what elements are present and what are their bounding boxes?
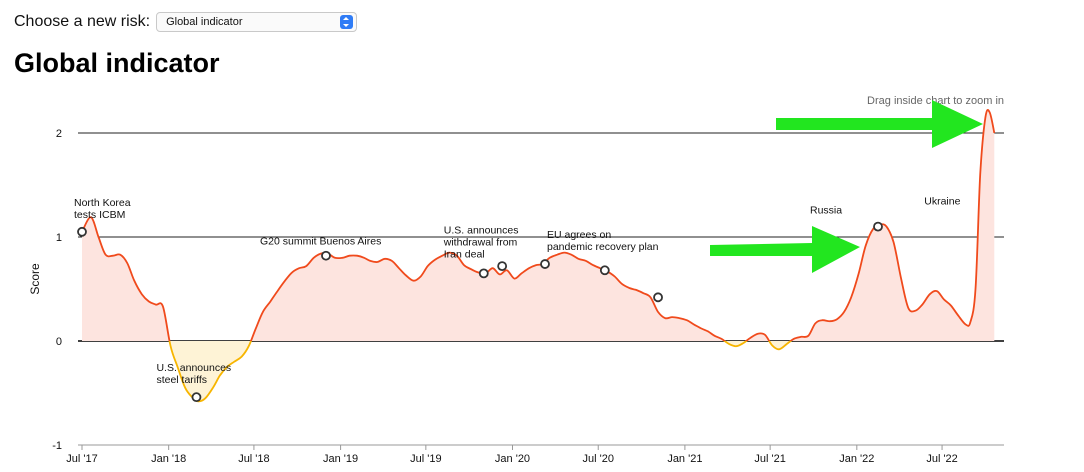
y-axis-label: Score xyxy=(28,263,42,295)
highlight-arrows xyxy=(710,100,983,273)
risk-select-value: Global indicator xyxy=(166,16,243,28)
annotation-label: Ukraine xyxy=(924,196,960,208)
annotation-label: Iran deal xyxy=(444,248,485,260)
annotation-label: EU agrees on xyxy=(547,229,611,241)
y-tick-label: 1 xyxy=(56,232,62,244)
area-fills xyxy=(82,109,995,402)
x-tick-label: Jul '19 xyxy=(410,453,441,465)
annotation-label: U.S. announces xyxy=(444,224,519,236)
x-tick-label: Jan '18 xyxy=(151,453,186,465)
x-tick-label: Jan '19 xyxy=(323,453,358,465)
event-markers[interactable] xyxy=(77,221,883,403)
series-line-negative xyxy=(168,341,793,403)
event-marker[interactable] xyxy=(191,392,202,403)
x-tick-label: Jan '21 xyxy=(667,453,702,465)
negative-area xyxy=(82,341,995,402)
annotation-label: North Korea xyxy=(74,197,131,209)
x-tick-label: Jul '21 xyxy=(754,453,785,465)
x-tick-label: Jul '17 xyxy=(66,453,97,465)
event-marker[interactable] xyxy=(497,261,508,272)
annotation-label: tests ICBM xyxy=(74,209,125,221)
event-marker[interactable] xyxy=(321,250,331,261)
risk-selector-bar: Choose a new risk: Global indicator xyxy=(14,10,358,34)
annotation-label: G20 summit Buenos Aires xyxy=(260,236,381,248)
green-arrow-right-icon-2 xyxy=(710,226,860,273)
event-marker[interactable] xyxy=(77,226,87,237)
annotation-label: pandemic recovery plan xyxy=(547,241,659,253)
event-marker[interactable] xyxy=(653,292,663,303)
x-tick-label: Jan '22 xyxy=(839,453,874,465)
series-lines xyxy=(81,109,996,403)
x-tick-label: Jul '18 xyxy=(238,453,269,465)
x-tick-label: Jul '20 xyxy=(583,453,614,465)
x-tick-label: Jul '22 xyxy=(926,453,957,465)
event-marker[interactable] xyxy=(478,268,489,279)
annotation-label: U.S. announces xyxy=(156,362,231,374)
event-marker[interactable] xyxy=(540,259,550,269)
event-marker[interactable] xyxy=(873,221,883,232)
event-marker[interactable] xyxy=(599,265,610,276)
annotation-label: withdrawal from xyxy=(443,236,518,248)
green-arrow-right-icon xyxy=(776,100,983,148)
zoom-hint: Drag inside chart to zoom in xyxy=(867,95,1004,107)
x-tick-label: Jan '20 xyxy=(495,453,530,465)
series-line-positive xyxy=(81,109,996,341)
page-title: Global indicator xyxy=(14,48,220,78)
select-stepper-icon[interactable] xyxy=(340,15,354,29)
y-tick-label: -1 xyxy=(52,440,62,452)
risk-selector-label: Choose a new risk: xyxy=(14,13,151,30)
y-tick-label: 2 xyxy=(56,128,62,140)
y-tick-label: 0 xyxy=(56,336,62,348)
positive-area xyxy=(82,109,995,341)
annotation-label: Russia xyxy=(810,205,842,217)
risk-select[interactable]: Global indicator xyxy=(156,12,358,32)
axes: -1 0 1 2 Jul '17 Jan '18 Jul '18 Jan '19 Jul '19… xyxy=(28,128,1004,465)
annotation-label: steel tariffs xyxy=(156,374,207,386)
